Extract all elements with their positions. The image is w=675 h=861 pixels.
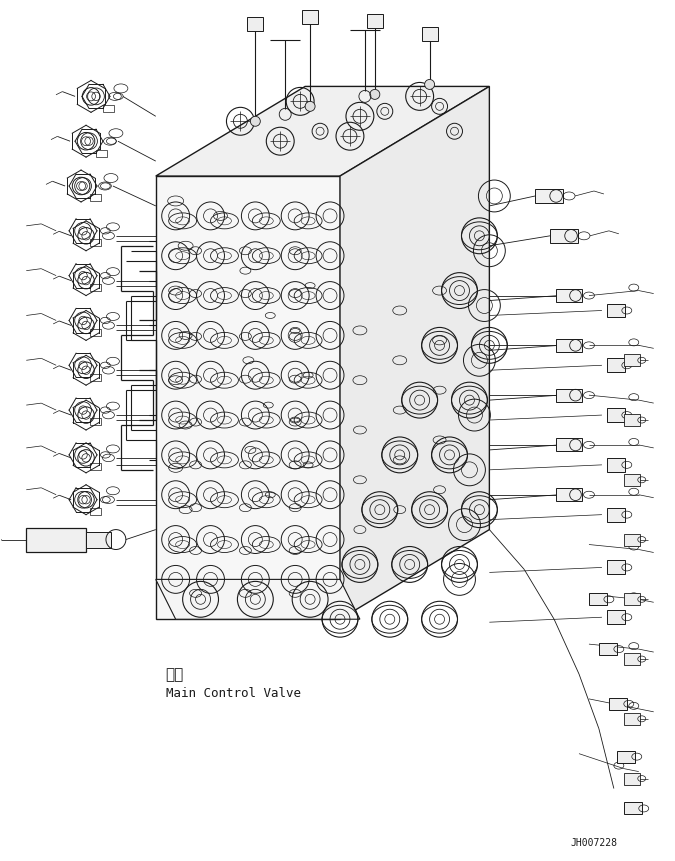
Bar	[96, 150, 107, 157]
Bar	[624, 534, 640, 546]
Bar	[367, 14, 383, 28]
Bar	[624, 713, 640, 725]
Bar	[624, 802, 642, 815]
Bar	[624, 772, 640, 784]
Circle shape	[305, 102, 315, 111]
Bar	[26, 528, 86, 552]
Bar	[550, 229, 578, 243]
Bar	[599, 643, 617, 655]
Bar	[624, 414, 640, 426]
Bar	[607, 508, 625, 522]
Bar	[90, 418, 101, 425]
Bar	[535, 189, 563, 203]
Bar	[103, 105, 114, 112]
Polygon shape	[156, 579, 360, 619]
Polygon shape	[156, 86, 489, 176]
Text: JH007228: JH007228	[570, 839, 618, 848]
Bar	[90, 284, 101, 291]
Text: 主阀: 主阀	[165, 667, 184, 682]
Bar	[607, 458, 625, 472]
Bar	[609, 698, 627, 709]
Bar	[607, 304, 625, 318]
Bar	[422, 27, 437, 40]
Bar	[589, 593, 607, 605]
Bar	[90, 195, 101, 201]
Bar	[302, 9, 318, 24]
Text: Main Control Valve: Main Control Valve	[165, 687, 300, 700]
Circle shape	[250, 116, 261, 127]
Bar	[556, 289, 582, 302]
Bar	[86, 531, 111, 548]
Bar	[607, 610, 625, 624]
Polygon shape	[156, 176, 340, 619]
Bar	[90, 508, 101, 515]
Bar	[624, 653, 640, 665]
Bar	[90, 329, 101, 336]
Bar	[617, 751, 634, 763]
Polygon shape	[340, 86, 489, 619]
Bar	[90, 463, 101, 470]
Bar	[556, 488, 582, 501]
Bar	[247, 16, 263, 31]
Bar	[624, 474, 640, 486]
Bar	[624, 593, 640, 605]
Bar	[90, 374, 101, 381]
Circle shape	[425, 79, 435, 90]
Bar	[607, 408, 625, 422]
Bar	[607, 561, 625, 574]
Bar	[556, 438, 582, 451]
Bar	[624, 355, 640, 366]
Bar	[556, 339, 582, 352]
Circle shape	[370, 90, 380, 99]
Bar	[556, 388, 582, 401]
Bar	[90, 239, 101, 246]
Bar	[607, 358, 625, 372]
